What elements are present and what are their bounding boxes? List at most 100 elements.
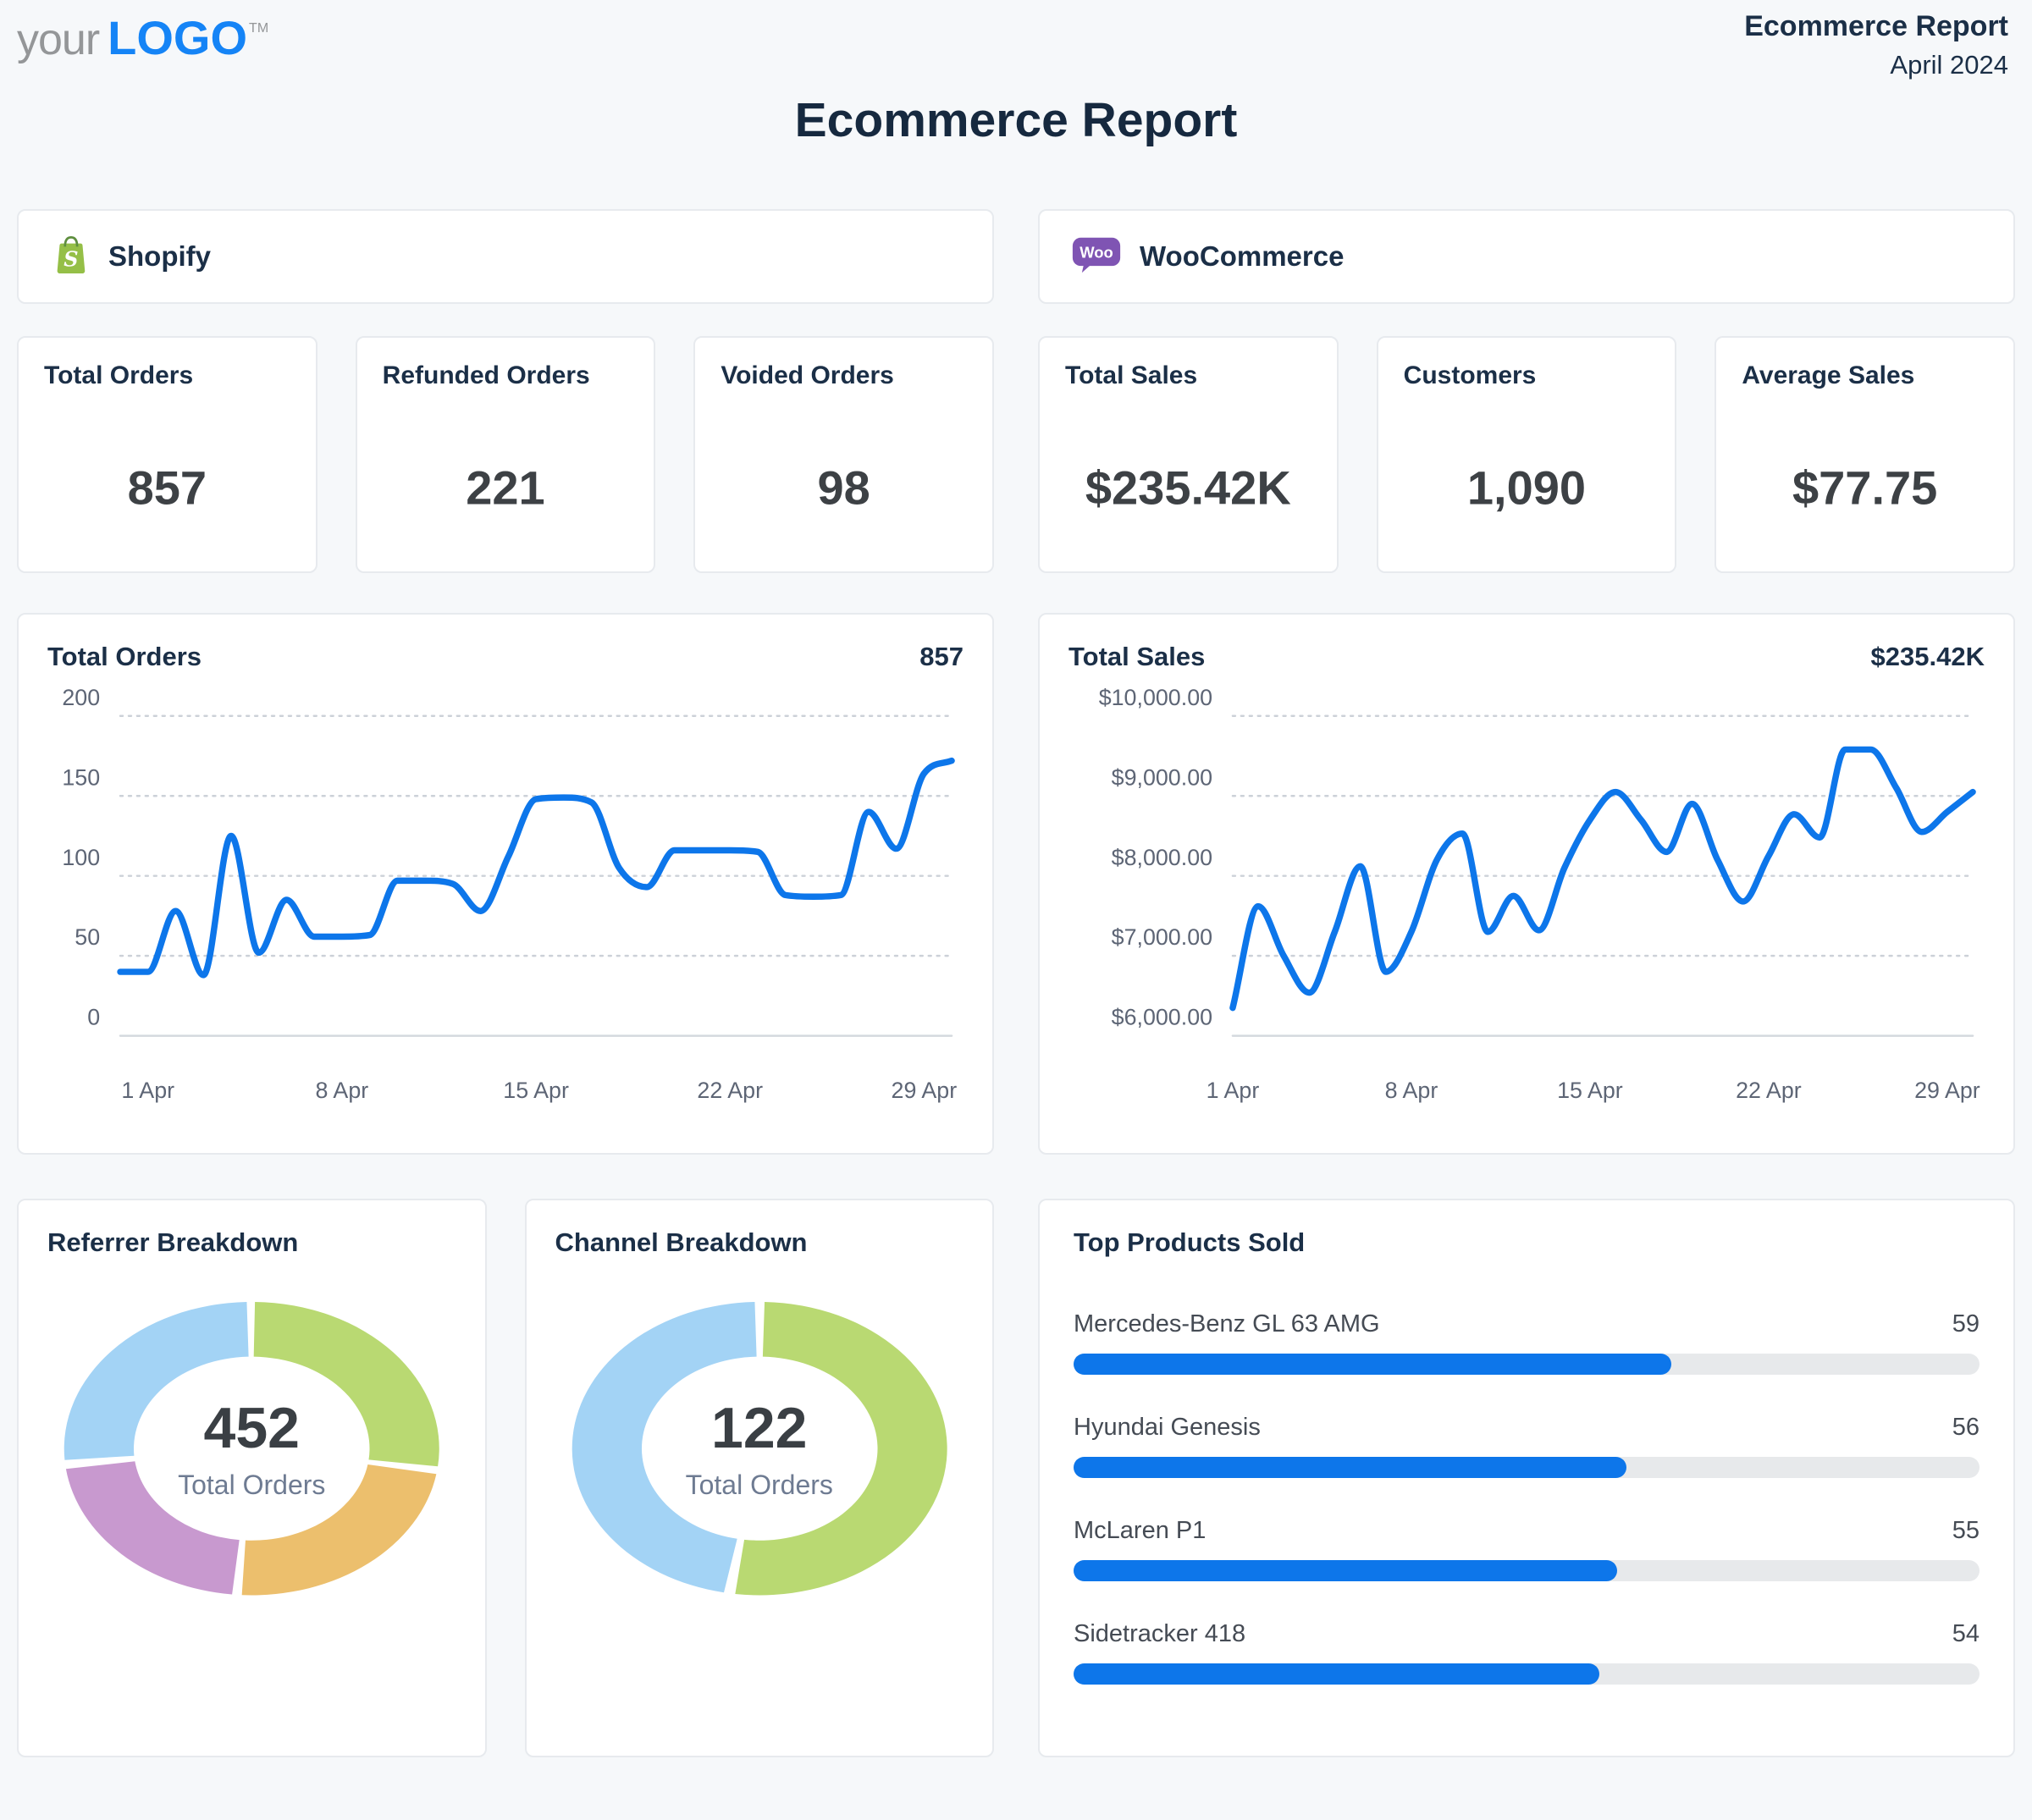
stat-card-refunded-orders: Refunded Orders 221 bbox=[355, 336, 656, 573]
stat-card-customers: Customers 1,090 bbox=[1376, 336, 1677, 573]
woocommerce-icon: Woo bbox=[1072, 236, 1121, 278]
stat-card-total-sales: Total Sales $235.42K bbox=[1038, 336, 1339, 573]
stat-value: 221 bbox=[466, 461, 545, 515]
product-row: Sidetracker 418 54 bbox=[1074, 1620, 1980, 1685]
report-name: Ecommerce Report bbox=[1744, 10, 2008, 42]
svg-text:$7,000.00: $7,000.00 bbox=[1112, 924, 1212, 950]
referrer-breakdown-card: Referrer Breakdown 452 Total Orders bbox=[17, 1199, 487, 1757]
product-line: McLaren P1 55 bbox=[1074, 1517, 1980, 1545]
product-value: 55 bbox=[1952, 1517, 1980, 1544]
total-sales-line-chart: $6,000.00 $7,000.00 $8,000.00 $9,000.00 $10,… bbox=[1099, 685, 1980, 1103]
platform-name: Shopify bbox=[108, 240, 211, 272]
svg-text:$8,000.00: $8,000.00 bbox=[1112, 845, 1212, 870]
product-bar-track bbox=[1074, 1354, 1980, 1375]
total-orders-line-chart: 0 50 100 150 200 1 Apr 8 Apr 15 Apr 22 Apr 29 Apr bbox=[62, 685, 958, 1103]
platform-name: WooCommerce bbox=[1140, 240, 1345, 272]
total-sales-line-chart-card: Total Sales $235.42K $6,000.00 $7,000.00 $… bbox=[1038, 613, 2015, 1155]
svg-text:29 Apr: 29 Apr bbox=[892, 1078, 958, 1103]
stat-label: Refunded Orders bbox=[382, 361, 590, 389]
chart-header: Total Orders 857 bbox=[47, 642, 964, 672]
bottom-row: Referrer Breakdown 452 Total Orders Chan… bbox=[17, 1199, 2015, 1757]
report-period: April 2024 bbox=[1890, 50, 2008, 80]
svg-text:22 Apr: 22 Apr bbox=[1736, 1078, 1802, 1103]
product-label: Hyundai Genesis bbox=[1074, 1414, 1261, 1441]
product-value: 54 bbox=[1952, 1620, 1980, 1647]
svg-text:1 Apr: 1 Apr bbox=[121, 1078, 174, 1103]
svg-text:15 Apr: 15 Apr bbox=[1557, 1078, 1623, 1103]
platform-card-woocommerce: Woo WooCommerce bbox=[1038, 209, 2015, 304]
donut-chart-wrap: 452 Total Orders bbox=[47, 1283, 456, 1618]
svg-text:200: 200 bbox=[62, 685, 100, 710]
stats-col-sales: Total Sales $235.42K Customers 1,090 Ave… bbox=[1038, 336, 2015, 573]
product-value: 59 bbox=[1952, 1310, 1980, 1337]
svg-text:Woo: Woo bbox=[1080, 243, 1113, 261]
stat-card-total-orders: Total Orders 857 bbox=[17, 336, 318, 573]
product-bar-track bbox=[1074, 1560, 1980, 1581]
report-meta: Ecommerce Report April 2024 bbox=[1744, 10, 2008, 80]
product-row: Hyundai Genesis 56 bbox=[1074, 1414, 1980, 1478]
svg-text:$6,000.00: $6,000.00 bbox=[1112, 1005, 1212, 1030]
page-title: Ecommerce Report bbox=[794, 93, 1238, 147]
svg-text:50: 50 bbox=[75, 924, 100, 950]
top-products-list: Mercedes-Benz GL 63 AMG 59 Hyundai Genes… bbox=[1074, 1310, 1980, 1685]
product-line: Hyundai Genesis 56 bbox=[1074, 1414, 1980, 1442]
channel-breakdown-card: Channel Breakdown 122 Total Orders bbox=[524, 1199, 994, 1757]
svg-text:S: S bbox=[64, 247, 78, 271]
trademark-symbol: TM bbox=[249, 21, 269, 36]
product-row: McLaren P1 55 bbox=[1074, 1517, 1980, 1581]
svg-text:8 Apr: 8 Apr bbox=[316, 1078, 369, 1103]
stat-card-average-sales: Average Sales $77.75 bbox=[1714, 336, 2015, 573]
svg-text:100: 100 bbox=[62, 845, 100, 870]
product-row: Mercedes-Benz GL 63 AMG 59 bbox=[1074, 1310, 1980, 1375]
channel-breakdown-donut bbox=[572, 1301, 947, 1596]
donuts-col: Referrer Breakdown 452 Total Orders Chan… bbox=[17, 1199, 994, 1757]
stat-value: 857 bbox=[127, 461, 207, 515]
stat-label: Average Sales bbox=[1742, 361, 1915, 389]
chart-total-value: 857 bbox=[919, 642, 964, 671]
svg-text:150: 150 bbox=[62, 764, 100, 790]
product-bar-track bbox=[1074, 1457, 1980, 1478]
svg-text:$9,000.00: $9,000.00 bbox=[1112, 764, 1212, 790]
chart-header: Total Sales $235.42K bbox=[1068, 642, 1985, 672]
stats-row: Total Orders 857 Refunded Orders 221 Voi… bbox=[17, 336, 2015, 573]
charts-row: Total Orders 857 0 50 100 150 200 1 Apr 8 Apr 1… bbox=[17, 613, 2015, 1155]
svg-text:8 Apr: 8 Apr bbox=[1385, 1078, 1438, 1103]
stat-label: Total Sales bbox=[1065, 361, 1198, 389]
product-label: McLaren P1 bbox=[1074, 1517, 1206, 1544]
svg-text:15 Apr: 15 Apr bbox=[503, 1078, 569, 1103]
stat-card-voided-orders: Voided Orders 98 bbox=[693, 336, 994, 573]
platforms-row: S Shopify Woo WooCommerce bbox=[17, 209, 2015, 304]
stat-value: 98 bbox=[817, 461, 870, 515]
chart-title: Total Orders bbox=[47, 642, 202, 671]
svg-text:1 Apr: 1 Apr bbox=[1206, 1078, 1260, 1103]
product-label: Sidetracker 418 bbox=[1074, 1620, 1246, 1647]
svg-text:22 Apr: 22 Apr bbox=[697, 1078, 763, 1103]
product-value: 56 bbox=[1952, 1414, 1980, 1441]
donut-chart-wrap: 122 Total Orders bbox=[555, 1283, 964, 1618]
product-bar-track bbox=[1074, 1663, 1980, 1685]
donut-title: Channel Breakdown bbox=[555, 1227, 808, 1257]
product-bar-fill bbox=[1074, 1354, 1672, 1375]
svg-text:$10,000.00: $10,000.00 bbox=[1099, 685, 1212, 710]
stat-label: Total Orders bbox=[44, 361, 194, 389]
logo-text-your: your bbox=[17, 15, 100, 64]
stat-value: $77.75 bbox=[1792, 461, 1938, 515]
shopify-bag-icon: S bbox=[51, 233, 90, 281]
product-line: Mercedes-Benz GL 63 AMG 59 bbox=[1074, 1310, 1980, 1338]
product-bar-fill bbox=[1074, 1560, 1617, 1581]
stat-value: $235.42K bbox=[1085, 461, 1291, 515]
product-line: Sidetracker 418 54 bbox=[1074, 1620, 1980, 1648]
stat-label: Voided Orders bbox=[721, 361, 894, 389]
page-header: your LOGO TM Ecommerce Report April 2024 bbox=[0, 0, 2032, 80]
product-label: Mercedes-Benz GL 63 AMG bbox=[1074, 1310, 1380, 1337]
product-bar-fill bbox=[1074, 1457, 1626, 1478]
product-bar-fill bbox=[1074, 1663, 1599, 1685]
platform-card-shopify: S Shopify bbox=[17, 209, 994, 304]
stat-value: 1,090 bbox=[1466, 461, 1587, 515]
company-logo: your LOGO TM bbox=[17, 10, 268, 65]
top-products-title: Top Products Sold bbox=[1074, 1227, 1306, 1257]
stats-col-orders: Total Orders 857 Refunded Orders 221 Voi… bbox=[17, 336, 994, 573]
chart-total-value: $235.42K bbox=[1870, 642, 1985, 671]
total-orders-line-chart-card: Total Orders 857 0 50 100 150 200 1 Apr 8 Apr 1… bbox=[17, 613, 994, 1155]
svg-text:29 Apr: 29 Apr bbox=[1914, 1078, 1980, 1103]
